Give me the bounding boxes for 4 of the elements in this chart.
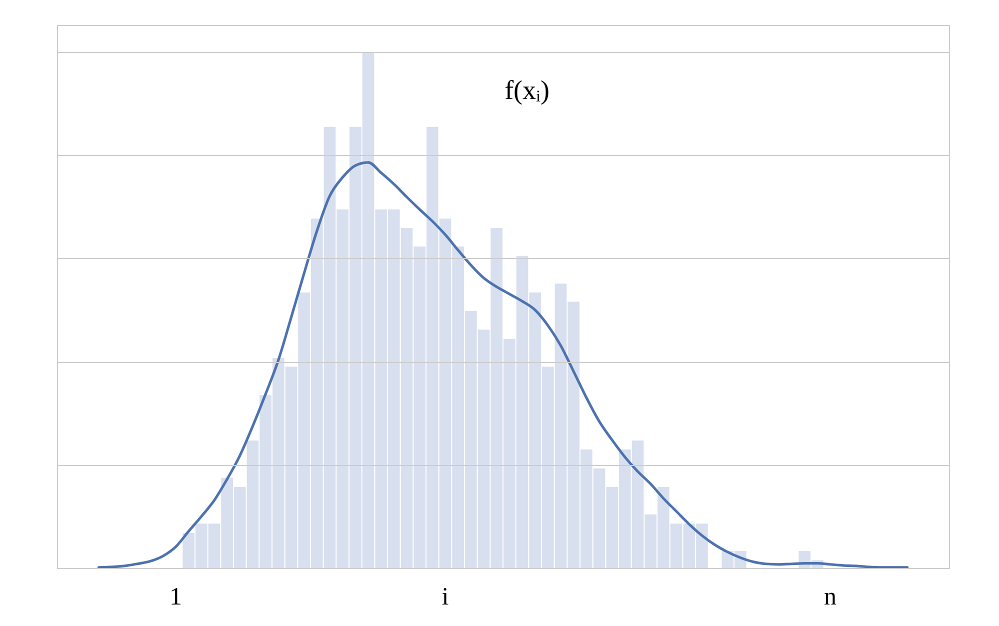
x-tick-label: 1 bbox=[169, 584, 182, 610]
x-tick-label: i bbox=[442, 584, 449, 610]
annotation: f(xᵢ) bbox=[504, 75, 550, 105]
x-tick-label: n bbox=[824, 584, 838, 610]
